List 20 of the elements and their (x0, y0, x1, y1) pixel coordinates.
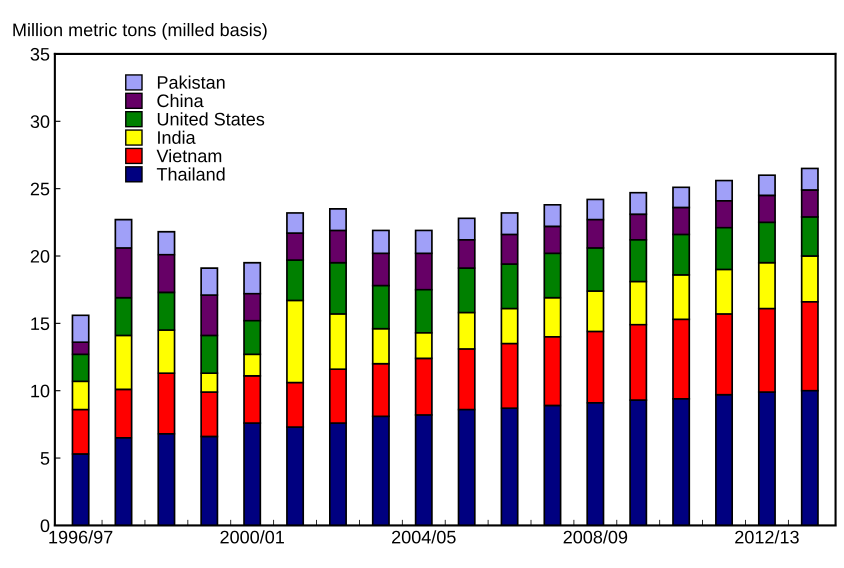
legend-label: India (158, 130, 196, 144)
y-tick-label: 25 (30, 182, 50, 196)
legend-label: China (157, 94, 204, 108)
legend-label: Thailand (156, 167, 225, 181)
x-tick-label: 2012/13 (735, 530, 799, 544)
legend-label: United States (158, 112, 264, 126)
x-tick-label: 2000/01 (220, 530, 284, 544)
legend-label: Pakistan (158, 76, 225, 89)
y-tick-label: 10 (31, 384, 50, 398)
y-tick-label: 35 (30, 48, 50, 61)
y-tick-label: 0 (40, 519, 50, 532)
x-tick-label: 2004/05 (392, 530, 456, 544)
y-axis-title: Million metric tons (milled basis) (13, 22, 267, 40)
y-tick-label: 20 (30, 250, 50, 263)
x-tick-label: 1996/97 (49, 530, 112, 544)
x-tick-label: 2008/09 (564, 530, 628, 544)
y-tick-label: 5 (40, 452, 50, 465)
y-tick-label: 30 (30, 115, 50, 128)
legend-label: Vietnam (156, 149, 222, 162)
y-tick-label: 15 (31, 317, 50, 330)
